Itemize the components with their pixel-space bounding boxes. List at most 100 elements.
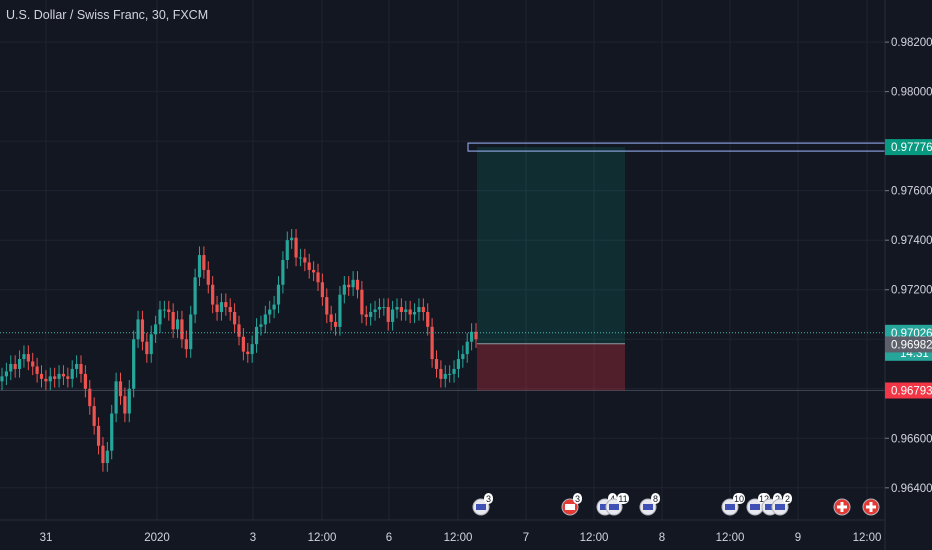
time-tick-label: 12:00 (853, 532, 882, 544)
candle-body (386, 307, 390, 322)
candle-body (197, 255, 202, 278)
candle-body (167, 309, 171, 312)
candle-body (123, 396, 127, 414)
candle-body (417, 307, 421, 312)
price-tick-label: 0.97200 (891, 285, 932, 297)
candle-body (127, 388, 131, 414)
time-axis[interactable]: 31 2020 3 12:00 6 12:00 7 12:00 8 12:00 9 12:00 (0, 519, 885, 544)
candles (0, 229, 478, 472)
candle-body (412, 312, 417, 315)
candle-body (140, 319, 145, 342)
candle-body (439, 368, 443, 379)
target-price-label-bg (885, 139, 932, 156)
flag-stripe (600, 504, 610, 510)
candle-body (180, 319, 184, 340)
flag-stripe (775, 504, 785, 510)
candle-body (17, 359, 22, 369)
candle-body (9, 364, 13, 372)
candle-body (211, 284, 215, 305)
time-tick-label: 3 (250, 532, 256, 544)
candle-body (399, 307, 403, 312)
flag-stripe (609, 504, 619, 510)
flag-stripe (765, 504, 775, 510)
event-count-bg (617, 493, 629, 504)
candle-body (61, 373, 66, 377)
candle-body (430, 326, 434, 360)
time-tick-label: 7 (523, 532, 529, 544)
candle-body (158, 309, 162, 325)
price-lines (0, 332, 885, 391)
symbol-title[interactable]: U.S. Dollar / Swiss Franc, 30, FXCM (6, 8, 209, 22)
candle-body (110, 413, 114, 451)
flag-stripe (565, 504, 575, 510)
candle-body (316, 272, 320, 283)
candle-body (298, 257, 303, 259)
grid (0, 0, 885, 520)
candle-body (13, 364, 17, 369)
candle-body (206, 269, 210, 285)
candle-body (456, 359, 461, 369)
candle-body (79, 364, 83, 374)
candle-body (101, 445, 105, 464)
event-count-bg (573, 493, 582, 504)
event-badges[interactable]: 334118101222 (472, 493, 880, 516)
candle-body (461, 354, 465, 360)
candle-body (175, 319, 180, 330)
candle-body (391, 309, 395, 322)
candle-body (0, 376, 4, 382)
candle-body (408, 309, 412, 315)
candle-body (250, 344, 254, 355)
candle-body (114, 381, 118, 414)
entry-price-label: 0.96982 (891, 339, 932, 351)
candle-body (254, 326, 259, 345)
event-count: 11 (618, 494, 627, 504)
candle-body (66, 376, 70, 379)
candle-body (448, 373, 452, 375)
event-count-bg (651, 493, 660, 504)
candle-body (96, 425, 101, 446)
candle-body (395, 307, 399, 310)
candle-body (470, 331, 474, 342)
candle-body (189, 314, 193, 350)
candle-body (39, 373, 44, 379)
candle-body (22, 354, 26, 360)
time-tick-label: 12:00 (580, 532, 609, 544)
candle-body (48, 376, 52, 382)
candle-body (369, 312, 373, 317)
candle-body (26, 354, 30, 362)
price-tick-label: 0.97400 (891, 235, 932, 247)
candle-body (145, 341, 149, 355)
candle-body (215, 304, 219, 312)
candle-body (360, 289, 364, 315)
candle-body (162, 309, 166, 311)
time-tick-label: 9 (795, 532, 801, 544)
candle-body (285, 240, 289, 260)
time-tick-label: 12:00 (444, 532, 473, 544)
time-tick-label: 2020 (144, 532, 170, 544)
price-axis[interactable]: 0.98200 0.98000 0.97600 0.97400 0.97200 0.966… (884, 0, 932, 550)
time-tick-label: 31 (40, 532, 53, 544)
candle-body (382, 307, 386, 309)
candle-body (171, 312, 175, 330)
candle-body (434, 359, 439, 369)
time-tick-label: 8 (659, 532, 665, 544)
candle-body (373, 309, 377, 312)
price-tick-label: 0.96400 (891, 483, 932, 495)
target-price-label: 0.97776 (891, 142, 932, 154)
candle-body (351, 279, 355, 288)
candle-body (355, 279, 360, 290)
candle-body (307, 262, 311, 270)
candle-body (149, 334, 153, 355)
position-zones[interactable] (467, 142, 886, 391)
flag-stripe (725, 504, 735, 510)
entry-price-label-bg (885, 336, 932, 353)
candle-body (320, 282, 324, 298)
cross-h (837, 505, 847, 509)
candle-body (53, 376, 57, 379)
candle-body (237, 324, 241, 337)
event-count-bg (484, 493, 493, 504)
candle-body (364, 314, 368, 317)
candle-body (83, 373, 87, 389)
candle-body (259, 324, 263, 327)
